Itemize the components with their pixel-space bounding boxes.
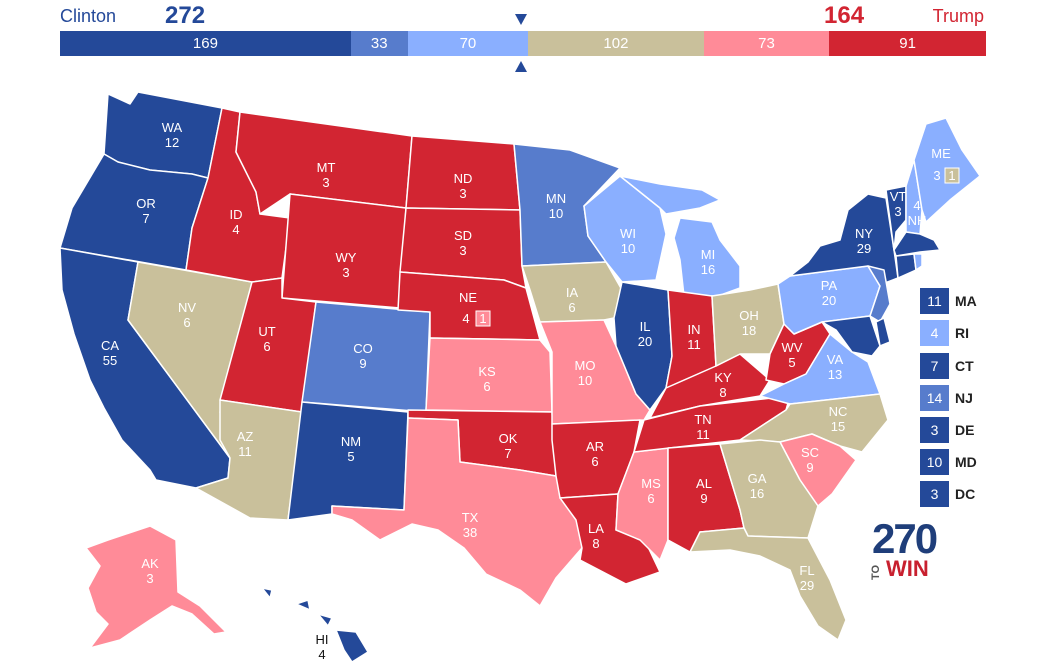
small-state-ev: 3 — [920, 481, 949, 507]
me-district-box[interactable] — [944, 167, 960, 184]
state-WY[interactable] — [281, 193, 407, 309]
small-state-abbr: CT — [955, 358, 974, 374]
state-MA[interactable] — [893, 231, 941, 257]
state-shapes — [59, 91, 981, 663]
small-state-ev: 10 — [920, 449, 949, 475]
small-state-DC[interactable]: 3 DC — [920, 481, 1030, 507]
state-GA[interactable] — [719, 439, 819, 539]
bar-segment-lean-dem[interactable]: 70 — [407, 31, 529, 56]
small-state-ev: 3 — [920, 417, 949, 443]
state-CO[interactable] — [301, 301, 431, 413]
small-state-DE[interactable]: 3 DE — [920, 417, 1030, 443]
logo-to: TO — [870, 564, 882, 580]
270towin-logo[interactable]: 270 TO WIN — [870, 515, 942, 582]
small-state-MA[interactable]: 11 MA — [920, 288, 1030, 314]
state-NM[interactable] — [287, 401, 409, 521]
label-HI-ev: 4 — [318, 647, 325, 662]
bar-segment-safe-dem[interactable]: 169 — [60, 31, 351, 56]
state-AK[interactable] — [85, 525, 227, 649]
state-ND[interactable] — [405, 135, 521, 211]
270-marker-top-icon — [515, 14, 527, 25]
small-state-ev: 4 — [920, 320, 949, 346]
state-CT[interactable] — [895, 253, 917, 279]
state-KS[interactable] — [425, 337, 553, 413]
state-MD[interactable] — [821, 315, 881, 357]
small-state-ev: 11 — [920, 288, 949, 314]
electoral-vote-bar: 169 33 70 102 73 91 — [60, 31, 986, 56]
bar-segment-likely-dem[interactable]: 33 — [350, 31, 408, 56]
logo-win: WIN — [886, 556, 929, 581]
logo-number: 270 — [872, 515, 938, 562]
rep-candidate-name: Trump — [932, 6, 984, 26]
small-state-abbr: DE — [955, 422, 975, 438]
270-marker-bottom-icon — [515, 61, 527, 72]
state-VT[interactable] — [885, 185, 907, 251]
ne-district-box[interactable] — [475, 310, 491, 327]
small-state-abbr: DC — [955, 486, 976, 502]
bar-segment-tossup[interactable]: 102 — [528, 31, 704, 56]
small-state-abbr: MD — [955, 454, 977, 470]
bar-segment-lean-rep[interactable]: 73 — [703, 31, 830, 56]
state-FL[interactable] — [689, 527, 847, 641]
small-state-MD[interactable]: 10 MD — [920, 449, 1030, 475]
state-IA[interactable] — [521, 261, 623, 323]
state-MI[interactable] — [673, 217, 741, 297]
dem-candidate-name: Clinton — [60, 6, 117, 26]
small-state-CT[interactable]: 7 CT — [920, 353, 1030, 379]
rep-electoral-total: 164 — [824, 2, 865, 29]
state-DE[interactable] — [875, 317, 891, 347]
state-TX[interactable] — [331, 417, 583, 607]
label-HI-abbr: HI — [316, 632, 329, 647]
bar-segment-safe-rep[interactable]: 91 — [829, 31, 986, 56]
small-state-ev: 7 — [920, 353, 949, 379]
small-state-NJ[interactable]: 14 NJ — [920, 385, 1030, 411]
small-state-abbr: NJ — [955, 390, 973, 406]
small-state-RI[interactable]: 4 RI — [920, 320, 1030, 346]
dem-electoral-total: 272 — [165, 2, 206, 29]
small-state-abbr: RI — [955, 325, 969, 341]
state-MI-up[interactable] — [619, 175, 721, 215]
small-state-abbr: MA — [955, 293, 977, 309]
state-HI[interactable] — [261, 587, 369, 663]
small-state-ev: 14 — [920, 385, 949, 411]
state-RI[interactable] — [913, 253, 923, 271]
